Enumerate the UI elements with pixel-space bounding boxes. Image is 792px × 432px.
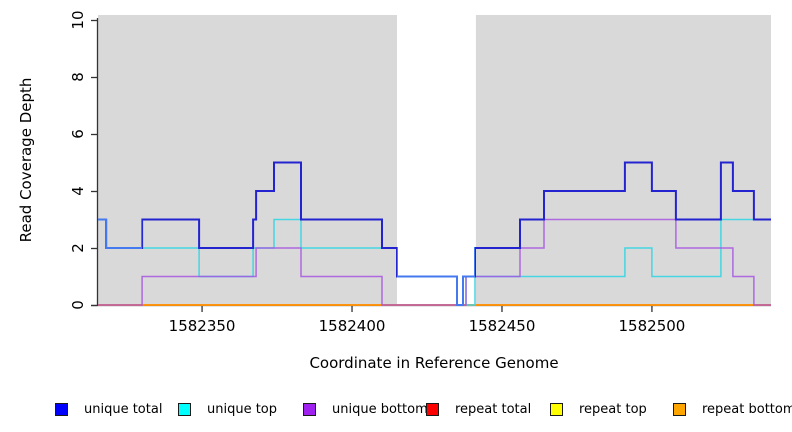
x-axis-title: Coordinate in Reference Genome (309, 354, 558, 372)
legend-label: unique top (207, 401, 278, 417)
legend-swatch-icon (673, 402, 686, 416)
x-tick-label: 1582500 (619, 317, 686, 335)
legend-label: unique bottom (332, 401, 428, 417)
y-tick-label: 8 (69, 72, 87, 82)
y-tick-label: 10 (69, 10, 87, 29)
y-tick-label: 0 (69, 300, 87, 310)
legend-swatch-icon (426, 402, 439, 416)
legend-item-repeat-bottom: repeat bottom (673, 399, 792, 419)
legend-item-repeat-top: repeat top (550, 399, 647, 419)
legend-label: unique total (84, 401, 163, 417)
x-tick-label: 1582400 (319, 317, 386, 335)
missing-region-band (397, 15, 476, 305)
legend-item-repeat-total: repeat total (426, 399, 531, 419)
legend-label: repeat top (579, 401, 647, 417)
y-tick-label: 6 (69, 129, 87, 139)
legend: unique total unique top unique bottom repea… (0, 399, 792, 421)
legend-item-unique-top: unique top (178, 399, 277, 419)
x-tick-label: 1582450 (469, 317, 536, 335)
y-axis-title: Read Coverage Depth (17, 78, 35, 243)
legend-swatch-icon (303, 402, 316, 416)
legend-swatch-icon (55, 402, 68, 416)
legend-swatch-icon (178, 402, 191, 416)
legend-item-unique-total: unique total (55, 399, 162, 419)
series-unique-bottom-line (98, 218, 771, 306)
legend-swatch-icon (550, 402, 563, 416)
legend-label: repeat total (455, 401, 532, 417)
y-tick-label: 4 (69, 186, 87, 196)
x-tick-label: 1582350 (169, 317, 236, 335)
y-tick-label: 2 (69, 243, 87, 253)
legend-item-unique-bottom: unique bottom (303, 399, 428, 419)
legend-label: repeat bottom (702, 401, 792, 417)
